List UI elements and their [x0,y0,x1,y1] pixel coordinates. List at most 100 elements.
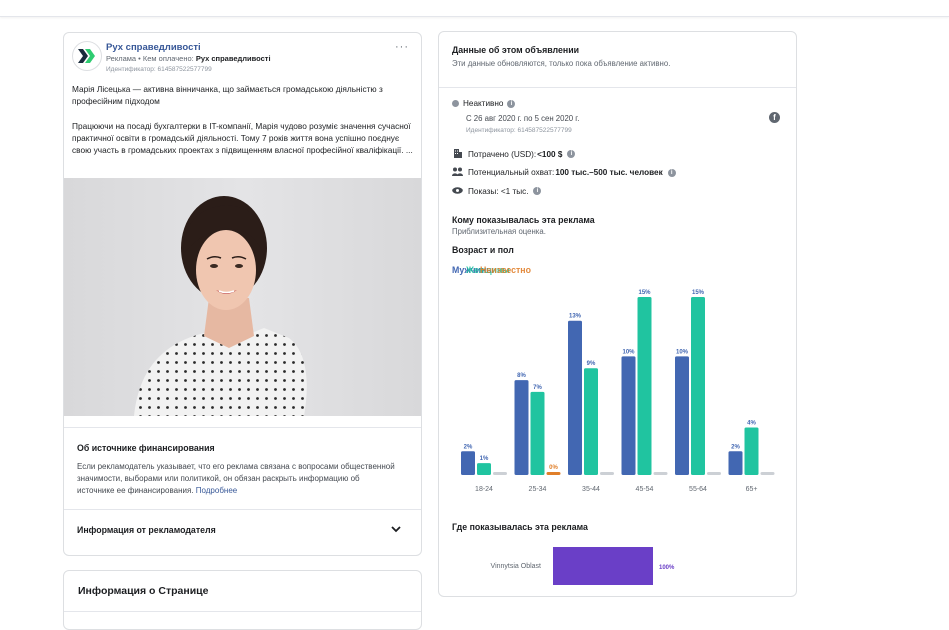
ad-body-text: Марія Лісецька — активна вінничанка, що … [72,84,413,156]
page-info-card: Информация о Странице [63,570,422,630]
bar-55-64-women [691,297,705,475]
page-avatar[interactable] [72,41,102,71]
bar-25-34-unknown [546,472,561,475]
page-info-title: Информация о Странице [78,585,209,597]
audience-title: Кому показывалась эта реклама [452,215,595,225]
chevron-down-icon[interactable] [391,525,401,536]
page-name-link[interactable]: Рух справедливості [106,42,201,53]
funding-source-text: Если рекламодатель указывает, что его ре… [77,461,397,496]
bar-55-64-men [675,356,689,475]
inactive-status-icon [452,100,459,107]
bar-value-label: 4% [747,421,756,427]
bar-value-label: 15% [692,290,705,296]
legend-unknown[interactable]: Неизвестно [480,265,531,275]
spent-value: <100 $ [537,149,563,159]
info-icon[interactable]: i [533,187,542,195]
section-divider [64,509,421,510]
spent-label: Потрачено (USD): [468,149,537,159]
bar-65+-unknown [760,472,775,475]
region-bar [553,547,653,585]
advertiser-info-toggle[interactable]: Информация от рекламодателя [77,525,216,535]
info-icon[interactable]: i [567,150,576,158]
age-gender-title: Возраст и пол [452,245,514,255]
bar-45-54-unknown [653,472,668,475]
status-row: Неактивно i [452,99,516,108]
reach-row: Потенциальный охват: 100 тыс.–500 тыс. ч… [452,167,676,178]
chart-legend: Мужчины Женщины Неизвестно [452,265,572,277]
bar-value-label: 8% [517,373,526,379]
page-logo-icon [78,49,95,63]
age-gender-chart: 2% 1% 18-24 8% 7% 0% 25-34 13% 9% 35-44 10% 15% 45-5… [461,290,775,493]
impressions-text: Показы: <1 тыс. [468,186,529,196]
bar-18-24-men [461,451,475,475]
people-icon [452,167,463,178]
x-tick-label: 35-44 [582,486,600,493]
sponsor-name: Рух справедливості [195,54,271,63]
x-tick-label: 45-54 [636,486,654,493]
region-label: Vinnytsia Oblast [491,563,542,570]
x-tick-label: 18-24 [475,486,493,493]
x-tick-label: 25-34 [529,486,547,493]
legend-men[interactable]: Мужчины [452,265,494,275]
status-text: Неактивно [463,99,504,108]
bar-45-54-women [637,297,652,475]
bar-35-44-men [568,320,582,475]
sponsor-line: Реклама • Кем оплачено: Рух справедливос… [106,54,271,63]
info-icon[interactable]: i [507,99,516,108]
legend-women[interactable]: Женщины [466,265,510,275]
details-ad-id: Идентификатор: 614587522577799 [466,127,572,134]
ad-preview-card: Рух справедливості Реклама • Кем оплачен… [63,32,422,556]
x-tick-label: 65+ [746,486,758,493]
ad-details-card: Данные об этом объявлении Эти данные обн… [438,31,797,597]
regions-title: Где показывалась эта реклама [452,522,588,532]
section-divider [64,427,421,428]
reach-label: Потенциальный охват: [468,168,555,177]
bar-25-34-women [530,391,545,475]
bar-value-label: 2% [731,444,740,450]
facebook-platform-icon: f [769,112,780,123]
funding-source-title: Об источнике финансирования [77,443,215,453]
bar-35-44-unknown [600,472,614,475]
region-chart: Vinnytsia Oblast 100% [491,547,675,585]
ad-photo[interactable] [64,178,421,416]
bar-value-label: 7% [533,385,542,391]
bar-value-label: 10% [622,349,635,355]
section-divider [64,611,421,612]
bar-35-44-women [584,368,598,475]
sponsor-prefix: Реклама • Кем оплачено: [106,54,196,63]
region-value-label: 100% [659,565,675,571]
bar-value-label: 1% [480,456,489,462]
details-subtitle: Эти данные обновляются, только пока объя… [452,59,671,68]
eye-icon [452,186,463,196]
run-dates: С 26 авг 2020 г. по 5 сен 2020 г. [466,114,580,123]
spent-row: Потрачено (USD): <100 $ i [452,148,576,160]
funding-source-body: Если рекламодатель указывает, что его ре… [77,462,395,495]
bar-value-label: 10% [676,349,689,355]
bar-18-24-women [477,463,491,475]
learn-more-link[interactable]: Подробнее [195,485,238,495]
bar-65+-women [744,427,759,475]
bar-25-34-men [514,380,529,475]
bar-65+-men [728,451,743,475]
bar-value-label: 0% [549,465,558,471]
section-divider [439,87,796,88]
top-navigation-bar [0,0,949,17]
woman-portrait-image [134,196,307,416]
audience-subtitle: Приблизительная оценка. [452,227,546,236]
reach-value: 100 тыс.–500 тыс. человек [555,168,663,177]
x-tick-label: 55-64 [689,486,707,493]
ad-id: Идентификатор: 614587522577799 [106,66,212,73]
bar-value-label: 13% [569,314,582,320]
impressions-row: Показы: <1 тыс. i [452,186,542,196]
more-options-icon[interactable]: ··· [395,41,409,53]
bar-55-64-unknown [707,472,721,475]
ad-header: Рух справедливості Реклама • Кем оплачен… [72,41,415,77]
building-icon [452,148,463,160]
bar-45-54-men [621,356,636,475]
details-title: Данные об этом объявлении [452,45,580,55]
bar-value-label: 2% [464,444,473,450]
bar-value-label: 9% [587,361,596,367]
bar-value-label: 15% [638,290,651,296]
info-icon[interactable]: i [667,168,676,177]
bar-18-24-unknown [493,472,507,475]
